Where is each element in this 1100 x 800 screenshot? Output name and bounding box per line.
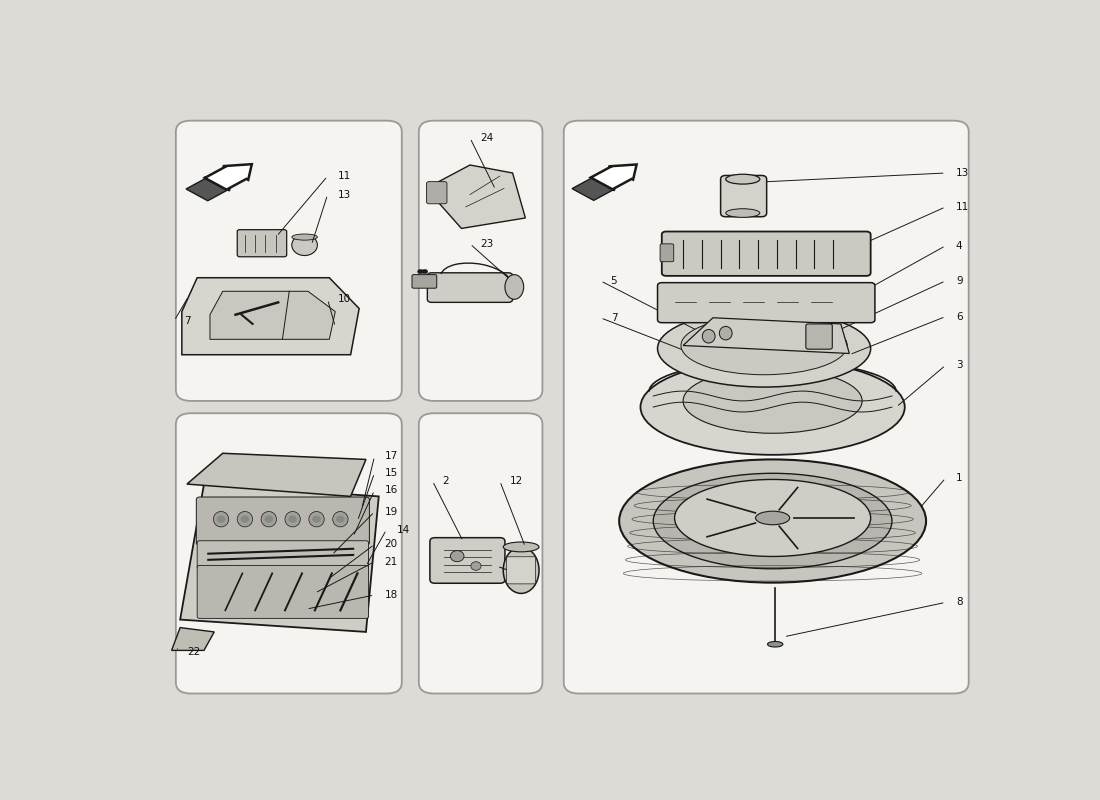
Ellipse shape	[658, 310, 871, 387]
Ellipse shape	[702, 330, 715, 343]
Polygon shape	[182, 278, 359, 354]
Text: 20: 20	[385, 539, 398, 550]
Polygon shape	[591, 165, 637, 190]
Polygon shape	[186, 175, 233, 201]
Ellipse shape	[309, 511, 324, 527]
Polygon shape	[572, 175, 618, 200]
Text: 12: 12	[510, 476, 524, 486]
Polygon shape	[210, 291, 336, 339]
Ellipse shape	[768, 642, 783, 647]
Text: 7: 7	[185, 316, 191, 326]
Ellipse shape	[726, 174, 760, 184]
Text: 7: 7	[610, 313, 617, 322]
Text: 9: 9	[956, 276, 962, 286]
Ellipse shape	[450, 550, 464, 562]
Text: 16: 16	[385, 486, 398, 495]
FancyBboxPatch shape	[507, 557, 536, 584]
Ellipse shape	[312, 515, 321, 523]
Ellipse shape	[505, 274, 524, 299]
Polygon shape	[172, 628, 214, 650]
Text: 22: 22	[187, 646, 200, 657]
FancyBboxPatch shape	[419, 414, 542, 694]
Text: 21: 21	[385, 557, 398, 566]
Text: 8: 8	[956, 598, 962, 607]
Text: 6: 6	[956, 311, 962, 322]
Ellipse shape	[756, 511, 790, 525]
Text: 1: 1	[956, 473, 962, 483]
Text: 17: 17	[385, 451, 398, 462]
Ellipse shape	[238, 511, 253, 527]
Ellipse shape	[288, 515, 297, 523]
FancyBboxPatch shape	[720, 175, 767, 217]
Ellipse shape	[337, 515, 344, 523]
Ellipse shape	[726, 209, 760, 218]
Ellipse shape	[503, 547, 539, 594]
Ellipse shape	[471, 562, 481, 570]
Ellipse shape	[332, 511, 348, 527]
FancyBboxPatch shape	[238, 230, 287, 257]
Ellipse shape	[683, 369, 862, 434]
Polygon shape	[434, 165, 526, 229]
Text: 3: 3	[956, 360, 962, 370]
FancyBboxPatch shape	[412, 274, 437, 288]
Text: 13: 13	[956, 168, 969, 178]
FancyBboxPatch shape	[176, 414, 402, 694]
Ellipse shape	[418, 270, 424, 274]
Text: 4: 4	[956, 241, 962, 250]
Ellipse shape	[421, 270, 428, 274]
Ellipse shape	[719, 326, 733, 340]
Ellipse shape	[241, 515, 250, 523]
Text: 5: 5	[610, 276, 617, 286]
Polygon shape	[187, 454, 366, 496]
FancyBboxPatch shape	[563, 121, 969, 694]
Ellipse shape	[264, 515, 273, 523]
FancyBboxPatch shape	[660, 244, 673, 262]
Ellipse shape	[292, 234, 318, 240]
FancyBboxPatch shape	[430, 538, 505, 583]
Text: 23: 23	[481, 239, 494, 249]
FancyBboxPatch shape	[662, 231, 871, 276]
Text: 19: 19	[385, 507, 398, 517]
FancyBboxPatch shape	[658, 282, 874, 322]
FancyBboxPatch shape	[176, 121, 402, 401]
Ellipse shape	[503, 542, 539, 552]
FancyBboxPatch shape	[427, 273, 513, 302]
Text: 10: 10	[338, 294, 351, 304]
Text: 2: 2	[442, 476, 449, 486]
Text: 15: 15	[385, 468, 398, 478]
Ellipse shape	[285, 511, 300, 527]
FancyBboxPatch shape	[427, 182, 447, 204]
Ellipse shape	[217, 515, 226, 523]
FancyBboxPatch shape	[197, 566, 368, 618]
Ellipse shape	[674, 479, 871, 557]
Text: 24: 24	[481, 133, 494, 143]
Ellipse shape	[292, 234, 318, 255]
FancyBboxPatch shape	[419, 121, 542, 401]
Polygon shape	[180, 484, 378, 632]
Text: 11: 11	[956, 202, 969, 212]
Text: 18: 18	[385, 590, 398, 600]
Text: 14: 14	[397, 525, 410, 534]
Text: 13: 13	[338, 190, 351, 199]
Text: 11: 11	[338, 171, 351, 181]
Ellipse shape	[619, 459, 926, 582]
Ellipse shape	[653, 474, 892, 569]
FancyBboxPatch shape	[806, 324, 833, 349]
FancyBboxPatch shape	[196, 497, 370, 545]
Ellipse shape	[261, 511, 276, 527]
Ellipse shape	[681, 316, 847, 374]
Ellipse shape	[640, 359, 904, 455]
FancyBboxPatch shape	[197, 541, 368, 569]
Polygon shape	[205, 164, 252, 190]
Ellipse shape	[213, 511, 229, 527]
Polygon shape	[683, 318, 849, 354]
